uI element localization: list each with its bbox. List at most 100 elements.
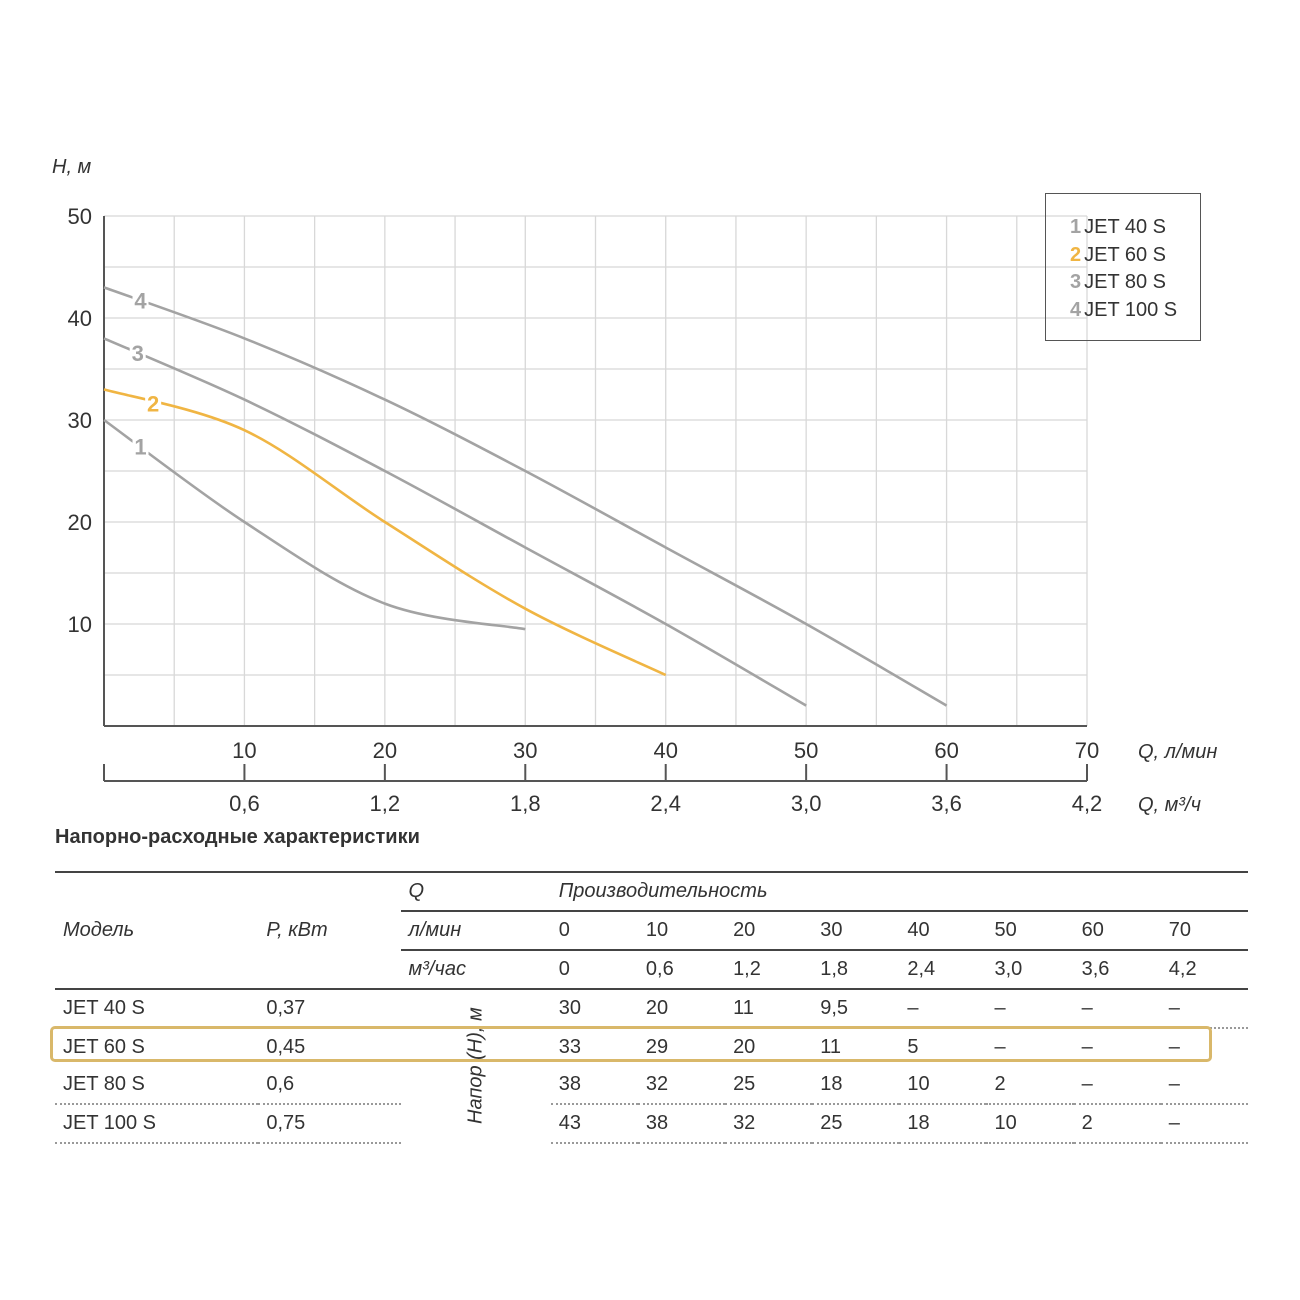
x2-tick-label: 1,2 [370,791,401,816]
lmin-value: 30 [812,911,900,951]
lmin-value: 50 [986,911,1074,951]
x-tick-label: 70 [1075,738,1099,763]
legend-item-jet-60: 2 JET 60 S [1070,242,1200,270]
curve-label: 1 [134,435,146,460]
header-q: Q [400,871,551,912]
power-cell: 0,37 [258,989,401,1029]
lmin-value: 0 [550,911,638,951]
curve-label-bg [132,435,149,458]
x2-tick-label: 3,6 [931,791,962,816]
lmin-value: 40 [899,911,987,951]
m3h-value: 4,2 [1160,950,1248,990]
y-axis-label: H, м [52,156,92,178]
head-value: 32 [637,1066,726,1105]
m3h-value: 3,0 [986,950,1074,990]
y-tick-label: 20 [68,510,92,535]
section-title: Напорно-расходные характеристики [55,826,420,848]
header-lmin: л/мин [400,911,551,951]
model-cell: JET 100 S [55,1104,259,1144]
legend-item-jet-100: 4 JET 100 S [1070,297,1200,325]
x2-tick-label: 1,8 [510,791,541,816]
legend-num: 4 [1070,298,1082,321]
head-value: 18 [812,1066,900,1105]
header-row-q: Модель P, кВт Q Производительность [55,871,1248,990]
grid [104,215,1088,726]
head-value: 2 [1073,1104,1161,1144]
head-value: 38 [637,1104,726,1144]
curve-jet-60-s [103,388,667,677]
table-row: JET 60 S 0,45 33 29 20 11 5 – – – [55,1028,1248,1066]
curve-label-bg [145,392,162,415]
curve-jet-100-s [103,286,948,707]
legend-label: JET 80 S [1084,271,1167,293]
header-model: Модель [55,871,259,990]
head-label: Напор (H), м [464,1007,487,1124]
lmin-value: 70 [1160,911,1248,951]
y-tick-label: 40 [68,306,92,331]
x-tick-label: 60 [934,738,958,763]
legend-item-jet-40: 1 JET 40 S [1070,214,1200,242]
head-value: – [1160,989,1248,1029]
head-value: 2 [986,1066,1074,1105]
table-row: JET 100 S 0,75 43 38 32 25 18 10 2– [55,1104,1248,1144]
head-value: 10 [899,1066,987,1105]
x-tick-label: 10 [232,738,256,763]
m3h-value: 1,2 [725,950,813,990]
x2-tick-label: 4,2 [1072,791,1103,816]
head-value: 30 [550,989,638,1029]
head-value: – [1073,989,1161,1029]
head-value: – [1168,1036,1180,1058]
pump-curve-chart: 10 20 30 40 50 10 20 30 40 50 60 70 0,6 1,2 1,8 2,4 3,0 3… [52,156,1217,816]
head-value: 9,5 [812,989,900,1029]
legend-num: 3 [1070,271,1082,293]
head-value: 43 [550,1104,638,1144]
head-value: – [994,1036,1006,1058]
head-value: 38 [550,1066,638,1105]
head-value: 5 [907,1036,919,1058]
legend-num: 1 [1070,216,1082,238]
head-value: – [1160,1104,1248,1144]
curve-label-bg [129,342,146,365]
table-row: JET 80 S 0,6 38 32 25 18 10 2– – [55,1066,1248,1105]
head-value: 18 [899,1104,987,1144]
m3h-value: 3,6 [1073,950,1161,990]
curve-label: 4 [134,289,147,314]
table-row: JET 40 S 0,37 Напор (H), м 30 20 11 9,5– – – – [55,989,1248,1124]
legend-item-jet-80: 3 JET 80 S [1070,269,1200,297]
head-value: 11 [820,1036,841,1058]
m3h-value: 0 [550,950,638,990]
spec-table: Модель P, кВт Q Производительность л/мин… [55,871,1248,1144]
header-row-lmin: л/мин 0 10 20 30 40 50 60 70 [55,911,1248,951]
head-value: – [1073,1066,1161,1105]
lmin-value: 60 [1073,911,1161,951]
m3h-value: 0,6 [637,950,726,990]
m3h-value: 1,8 [812,950,900,990]
y-tick-label: 30 [68,408,92,433]
model-cell: JET 40 S [55,989,259,1029]
curve-label: 2 [147,392,159,417]
head-value: – [1160,1066,1248,1105]
x-tick-label: 40 [653,738,677,763]
head-value: 29 [645,1036,669,1058]
x2-tick-label: 2,4 [650,791,681,816]
power-cell: 0,75 [258,1104,401,1144]
legend: 1 JET 40 S 2 JET 60 S 3 JET 80 S 4 JET 100 S [1045,193,1201,341]
x-tick-label: 50 [794,738,818,763]
x2-tick-label: 0,6 [229,791,260,816]
head-value: 25 [812,1104,900,1144]
power-cell: 0,45 [266,1036,306,1058]
x-axis-label: Q, л/мин [1138,741,1217,763]
curve-jet-40-s [103,418,526,631]
x2-tick-label: 3,0 [791,791,822,816]
y-tick-label: 50 [68,204,92,229]
head-value: 33 [558,1036,582,1058]
head-value: 25 [725,1066,813,1105]
head-value: 20 [637,989,726,1029]
head-value: – [986,989,1074,1029]
y-tick-label: 10 [68,612,92,637]
legend-num: 2 [1070,243,1082,266]
x-tick-label: 20 [373,738,397,763]
head-value: 11 [725,989,813,1029]
x2-axis-label: Q, м³/ч [1138,794,1201,816]
lmin-value: 10 [637,911,726,951]
